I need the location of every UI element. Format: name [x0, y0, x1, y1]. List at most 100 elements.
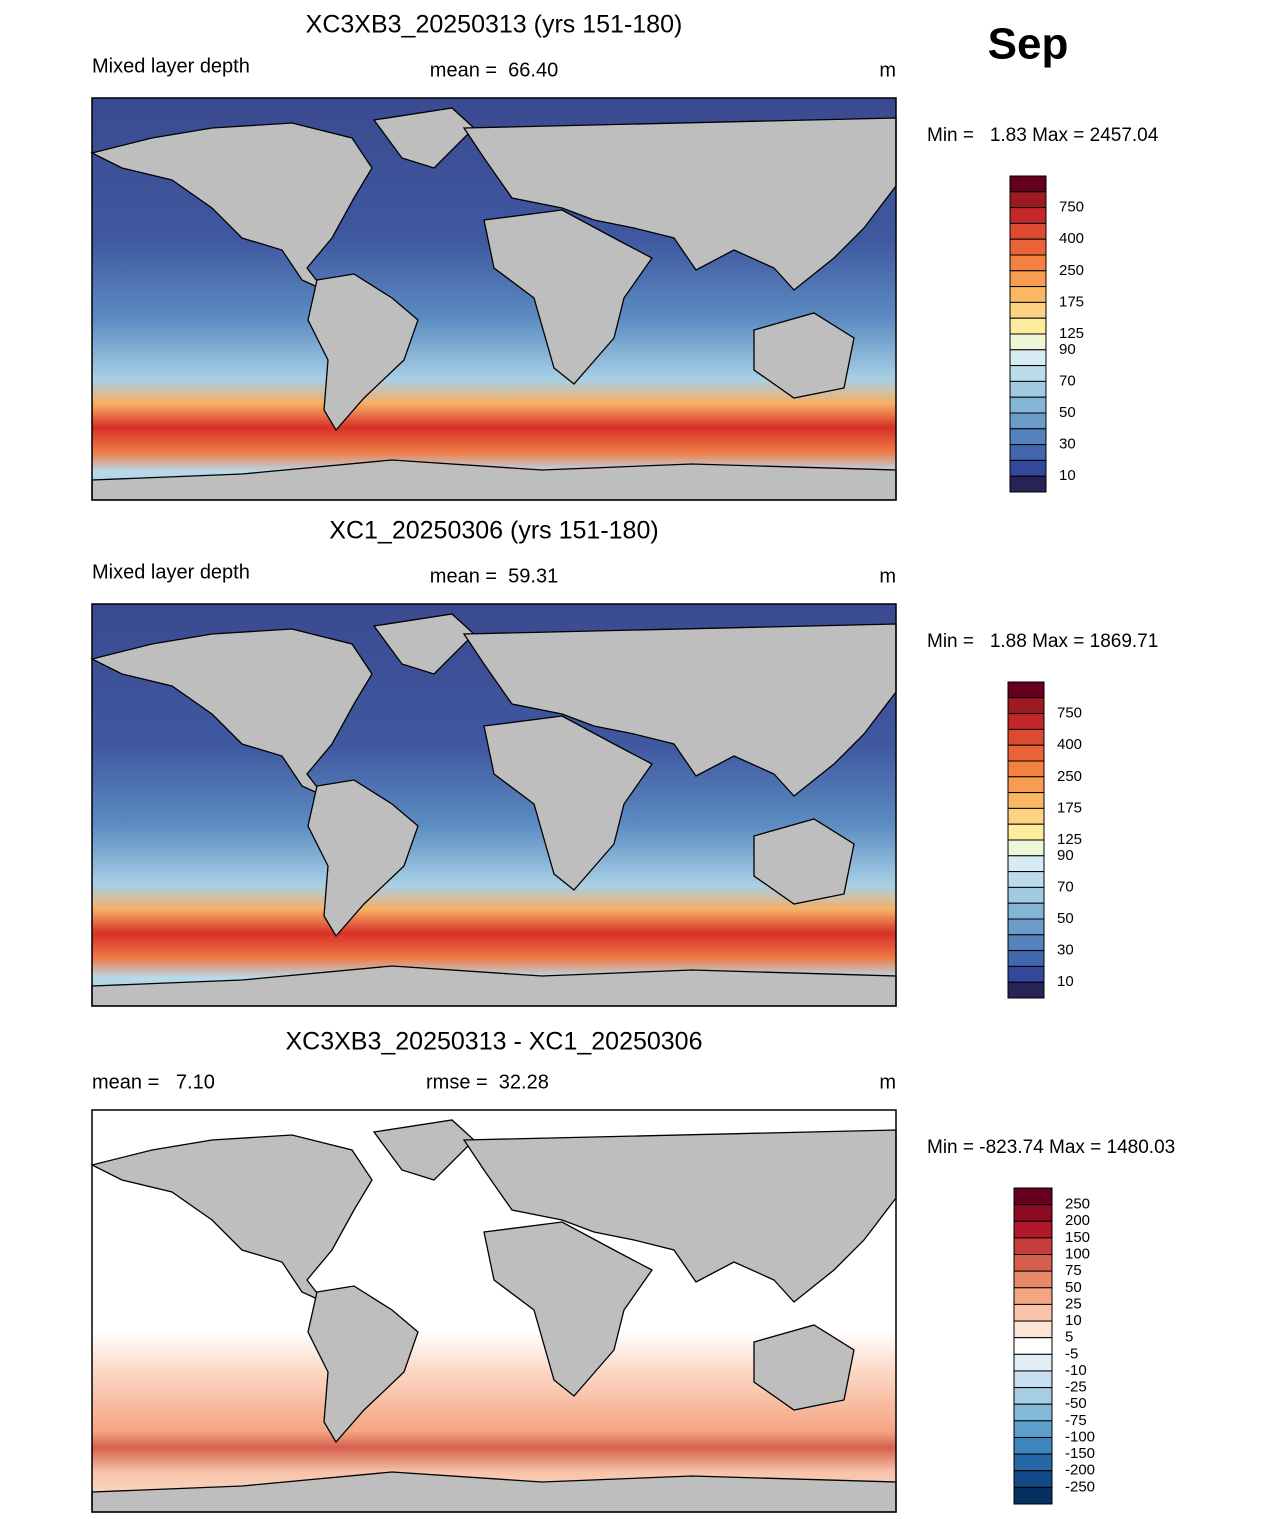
- colorbar-box: [1007, 807, 1045, 825]
- panel-units: m: [879, 59, 896, 81]
- colorbar-box: [1009, 207, 1047, 224]
- colorbar-label: -5: [1065, 1345, 1078, 1362]
- map: [91, 97, 897, 501]
- colorbar-label: 250: [1059, 262, 1084, 279]
- colorbar-label: 10: [1059, 467, 1076, 484]
- colorbar-box: [1009, 286, 1047, 303]
- colorbar-label: 125: [1057, 831, 1082, 848]
- colorbar-label: -200: [1065, 1462, 1095, 1479]
- colorbar-box: [1007, 760, 1045, 778]
- colorbar-box: [1009, 444, 1047, 461]
- colorbar-box: [1013, 1387, 1053, 1405]
- colorbar-label: 5: [1065, 1329, 1073, 1346]
- colorbar-label: 50: [1057, 910, 1074, 927]
- colorbar-box: [1007, 965, 1045, 983]
- colorbar-label: 70: [1057, 878, 1074, 895]
- panel-left-label: Mixed layer depth: [92, 561, 250, 583]
- panel-center-label: rmse = 32.28: [426, 1071, 549, 1093]
- colorbar-box: [1013, 1337, 1053, 1355]
- panel-title: XC1_20250306 (yrs 151-180): [329, 517, 658, 545]
- colorbar-box: [1013, 1220, 1053, 1239]
- colorbar-box: [1007, 681, 1045, 699]
- colorbar-box: [1013, 1470, 1053, 1488]
- colorbar-box: [1013, 1436, 1053, 1455]
- colorbar-label: 100: [1065, 1245, 1090, 1262]
- panel-title: XC3XB3_20250313 (yrs 151-180): [306, 11, 683, 39]
- colorbar-box: [1007, 918, 1045, 936]
- month-label: Sep: [988, 20, 1069, 69]
- colorbar-label: 125: [1059, 325, 1084, 342]
- colorbar-box: [1013, 1486, 1053, 1505]
- colorbar-box: [1007, 823, 1045, 841]
- colorbar-label: -75: [1065, 1412, 1087, 1429]
- colorbar-label: 750: [1057, 705, 1082, 722]
- colorbar-label: 175: [1059, 293, 1084, 310]
- colorbar-label: -150: [1065, 1445, 1095, 1462]
- colorbar-label: 50: [1059, 404, 1076, 421]
- colorbar-box: [1013, 1353, 1053, 1372]
- colorbar-box: [1007, 902, 1045, 920]
- colorbar-label: 150: [1065, 1229, 1090, 1246]
- colorbar-box: [1013, 1403, 1053, 1422]
- colorbar-box: [1007, 855, 1045, 873]
- colorbar-box: [1013, 1320, 1053, 1339]
- colorbar-box: [1013, 1237, 1053, 1256]
- colorbar-label: 10: [1057, 973, 1074, 990]
- colorbar-label: 250: [1057, 768, 1082, 785]
- colorbar-box: [1013, 1254, 1053, 1272]
- colorbar-label: -10: [1065, 1362, 1087, 1379]
- colorbar-box: [1007, 713, 1045, 730]
- map: [91, 1109, 897, 1513]
- colorbar-label: -50: [1065, 1395, 1087, 1412]
- colorbar-box: [1009, 396, 1047, 414]
- colorbar-box: [1013, 1287, 1053, 1305]
- colorbar-label: 400: [1059, 230, 1084, 247]
- panel-left-label: Mixed layer depth: [92, 55, 250, 77]
- colorbar-box: [1009, 222, 1047, 240]
- colorbar-label: 30: [1059, 436, 1076, 453]
- colorbar-box: [1009, 191, 1047, 209]
- colorbar-box: [1007, 934, 1045, 952]
- panel-units: m: [879, 565, 896, 587]
- colorbar-label: 200: [1065, 1212, 1090, 1229]
- colorbar-box: [1007, 871, 1045, 888]
- colorbar-box: [1009, 412, 1047, 430]
- panel-center-label: mean = 59.31: [430, 565, 558, 587]
- colorbar-box: [1009, 349, 1047, 367]
- colorbar-box: [1013, 1270, 1053, 1289]
- colorbar-box: [1007, 744, 1045, 762]
- colorbar-box: [1013, 1370, 1053, 1389]
- colorbar-box: [1007, 950, 1045, 967]
- colorbar-label: 90: [1057, 847, 1074, 864]
- colorbar-label: 25: [1065, 1295, 1082, 1312]
- colorbar-box: [1009, 175, 1047, 193]
- colorbar-label: -100: [1065, 1428, 1095, 1445]
- colorbar-box: [1013, 1453, 1053, 1472]
- panel-center-label: mean = 66.40: [430, 59, 558, 81]
- colorbar-box: [1007, 792, 1045, 809]
- colorbar-box: [1009, 333, 1047, 351]
- colorbar-label: 250: [1065, 1196, 1090, 1213]
- colorbar-box: [1007, 697, 1045, 715]
- colorbar-label: 30: [1057, 942, 1074, 959]
- colorbar-label: 175: [1057, 799, 1082, 816]
- colorbar-box: [1007, 776, 1045, 794]
- colorbar-box: [1009, 238, 1047, 256]
- colorbar-label: 750: [1059, 199, 1084, 216]
- colorbar-box: [1013, 1303, 1053, 1322]
- colorbar-box: [1007, 981, 1045, 999]
- colorbar-label: 10: [1065, 1312, 1082, 1329]
- panel-title: XC3XB3_20250313 - XC1_20250306: [285, 1028, 702, 1056]
- colorbar-box: [1013, 1204, 1053, 1222]
- colorbar-box: [1007, 839, 1045, 857]
- colorbar-label: 400: [1057, 736, 1082, 753]
- min-max: Min = 1.83 Max = 2457.04: [927, 125, 1159, 146]
- colorbar-label: 70: [1059, 372, 1076, 389]
- colorbar-label: 50: [1065, 1279, 1082, 1296]
- colorbar-box: [1013, 1187, 1053, 1206]
- colorbar-label: 90: [1059, 341, 1076, 358]
- colorbar-label: -250: [1065, 1478, 1095, 1495]
- min-max: Min = 1.88 Max = 1869.71: [927, 631, 1158, 652]
- panel-units: m: [879, 1071, 896, 1093]
